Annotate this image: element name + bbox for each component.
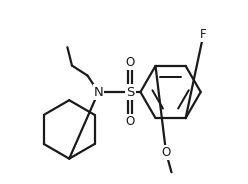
Text: O: O [126,56,135,69]
Text: N: N [93,86,103,98]
Text: S: S [126,86,135,98]
Text: F: F [200,28,207,41]
Text: O: O [161,146,171,159]
Text: O: O [126,115,135,128]
